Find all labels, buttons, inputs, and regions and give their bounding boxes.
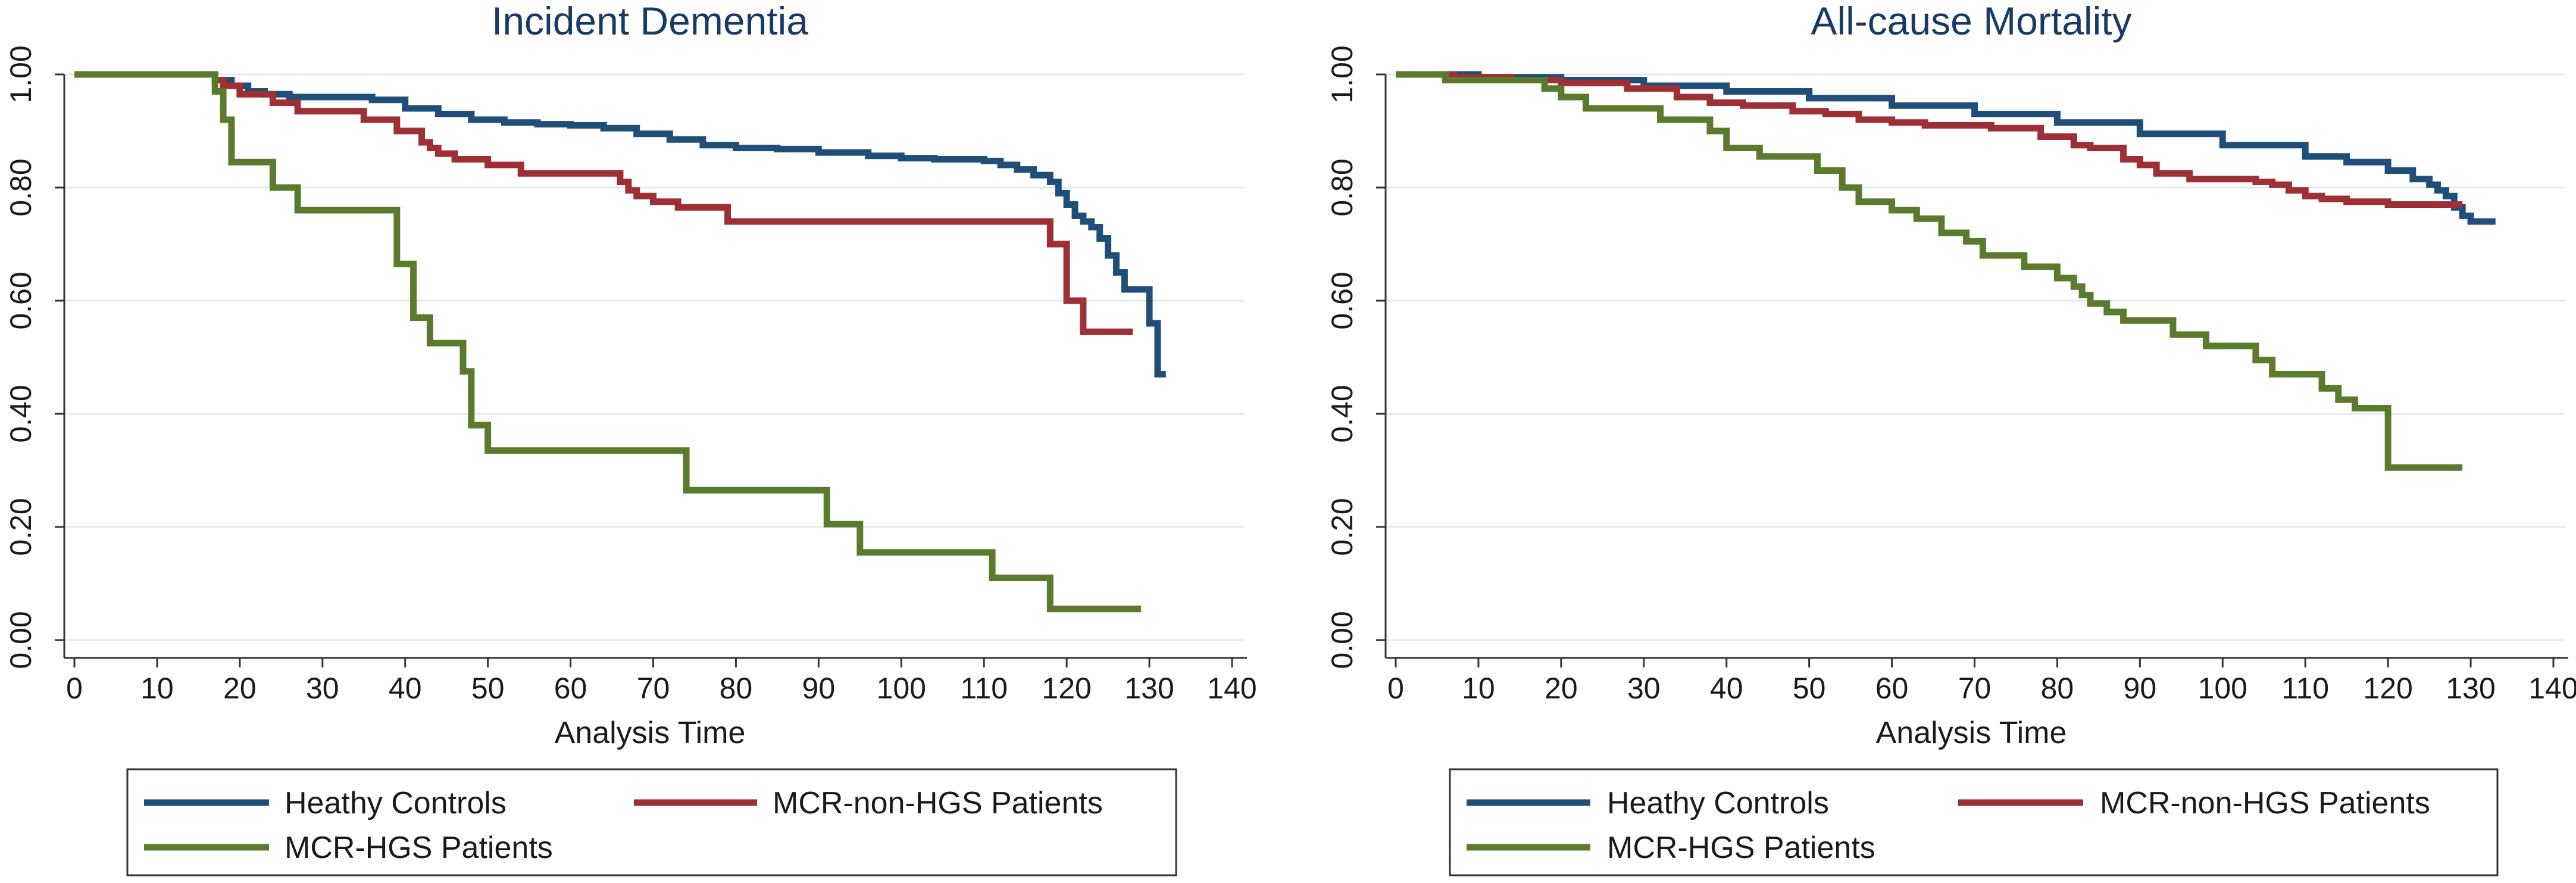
x-tick-label: 110 (960, 672, 1008, 705)
x-axis-label: Analysis Time (1876, 716, 2067, 750)
x-tick-label: 10 (1462, 672, 1495, 705)
series-line-heathy-controls (1396, 71, 2496, 225)
series-line-heathy-controls (74, 71, 1166, 377)
legend-label-mcr-non-hgs: MCR-non-HGS Patients (2100, 786, 2430, 820)
x-tick-label: 130 (2446, 672, 2495, 705)
x-tick-label: 110 (2281, 672, 2329, 705)
x-tick-label: 60 (1875, 672, 1909, 705)
x-tick-label: 80 (720, 672, 753, 705)
axis-ticks: 0.00 0.20 0.40 0.60 0.80 1.00 0 10 20 30 40 50 60 70 8… (4, 45, 1257, 705)
x-tick-label: 0 (1387, 672, 1404, 705)
legend-item-mcr-hgs: MCR-HGS Patients (144, 831, 553, 865)
axis-ticks: 0.00 0.20 0.40 0.60 0.80 1.00 0 10 20 30 40 50 60 70 8… (1325, 45, 2576, 705)
y-tick-label: 0.20 (4, 498, 37, 556)
x-tick-label: 140 (2528, 672, 2576, 705)
legend-item-mcr-non-hgs: MCR-non-HGS Patients (1958, 786, 2430, 820)
y-tick-label: 0.40 (4, 385, 37, 442)
y-tick-label: 0.60 (1325, 272, 1359, 329)
y-tick-label: 1.00 (4, 45, 37, 103)
x-tick-label: 60 (554, 672, 587, 705)
x-tick-label: 50 (471, 672, 505, 705)
legend-label-mcr-hgs: MCR-HGS Patients (285, 831, 553, 865)
x-tick-label: 70 (637, 672, 670, 705)
y-tick-label: 0.60 (4, 272, 37, 329)
grid-layer (1386, 73, 2565, 641)
legend-box (1449, 768, 2499, 876)
y-tick-label: 0.80 (4, 158, 37, 216)
panel-all-cause-mortality: All-cause Mortality 0.00 0.20 0.40 0.60 0.80… (1325, 0, 2576, 876)
x-tick-label: 70 (1958, 672, 1992, 705)
legend: Heathy Controls MCR-non-HGS Patients MCR… (126, 768, 1177, 876)
x-tick-label: 40 (1710, 672, 1743, 705)
legend-item-healthy-controls: Heathy Controls (144, 786, 507, 820)
panel-incident-dementia: Incident Dementia 0.00 0.20 0.40 0.60 0.80 1.… (4, 0, 1257, 876)
x-tick-label: 120 (1042, 672, 1091, 705)
x-tick-label: 30 (1627, 672, 1661, 705)
legend-label-healthy: Heathy Controls (285, 786, 507, 820)
x-tick-label: 20 (223, 672, 257, 705)
x-tick-label: 100 (2198, 672, 2247, 705)
x-tick-label: 130 (1124, 672, 1174, 705)
series-layer (74, 71, 1166, 613)
y-tick-label: 0.40 (1325, 385, 1359, 442)
panel-title: All-cause Mortality (1811, 0, 2131, 43)
legend-item-healthy-controls: Heathy Controls (1467, 786, 1829, 820)
series-line-mcr-non-hgs-patients (74, 71, 1133, 335)
x-tick-label: 0 (66, 672, 83, 705)
x-tick-label: 40 (389, 672, 422, 705)
x-tick-label: 50 (1793, 672, 1826, 705)
series-layer (1396, 71, 2496, 471)
panel-title: Incident Dementia (492, 0, 808, 43)
x-tick-label: 90 (802, 672, 836, 705)
x-tick-label: 80 (2041, 672, 2074, 705)
series-line-mcr-non-hgs-patients (1396, 71, 2463, 208)
y-tick-label: 1.00 (1325, 45, 1359, 103)
legend: Heathy Controls MCR-non-HGS Patients MCR… (1449, 768, 2499, 876)
x-tick-label: 10 (140, 672, 174, 705)
y-tick-label: 0.00 (1325, 611, 1359, 669)
x-tick-label: 90 (2124, 672, 2157, 705)
y-tick-label: 0.80 (1325, 158, 1359, 216)
legend-item-mcr-non-hgs: MCR-non-HGS Patients (634, 786, 1103, 820)
legend-label-healthy: Heathy Controls (1607, 786, 1829, 820)
x-tick-label: 120 (2363, 672, 2412, 705)
series-line-mcr-hgs-patients (1396, 71, 2463, 471)
grid-layer (64, 73, 1244, 641)
legend-item-mcr-hgs: MCR-HGS Patients (1467, 831, 1875, 865)
legend-label-mcr-hgs: MCR-HGS Patients (1607, 831, 1875, 865)
y-tick-label: 0.00 (4, 611, 37, 669)
x-tick-label: 30 (306, 672, 339, 705)
series-line-mcr-hgs-patients (74, 71, 1142, 613)
x-tick-label: 20 (1545, 672, 1578, 705)
y-tick-label: 0.20 (1325, 498, 1359, 556)
legend-box (126, 768, 1177, 876)
x-axis-label: Analysis Time (555, 716, 746, 750)
legend-label-mcr-non-hgs: MCR-non-HGS Patients (773, 786, 1103, 820)
x-tick-label: 140 (1207, 672, 1256, 705)
x-tick-label: 100 (877, 672, 926, 705)
